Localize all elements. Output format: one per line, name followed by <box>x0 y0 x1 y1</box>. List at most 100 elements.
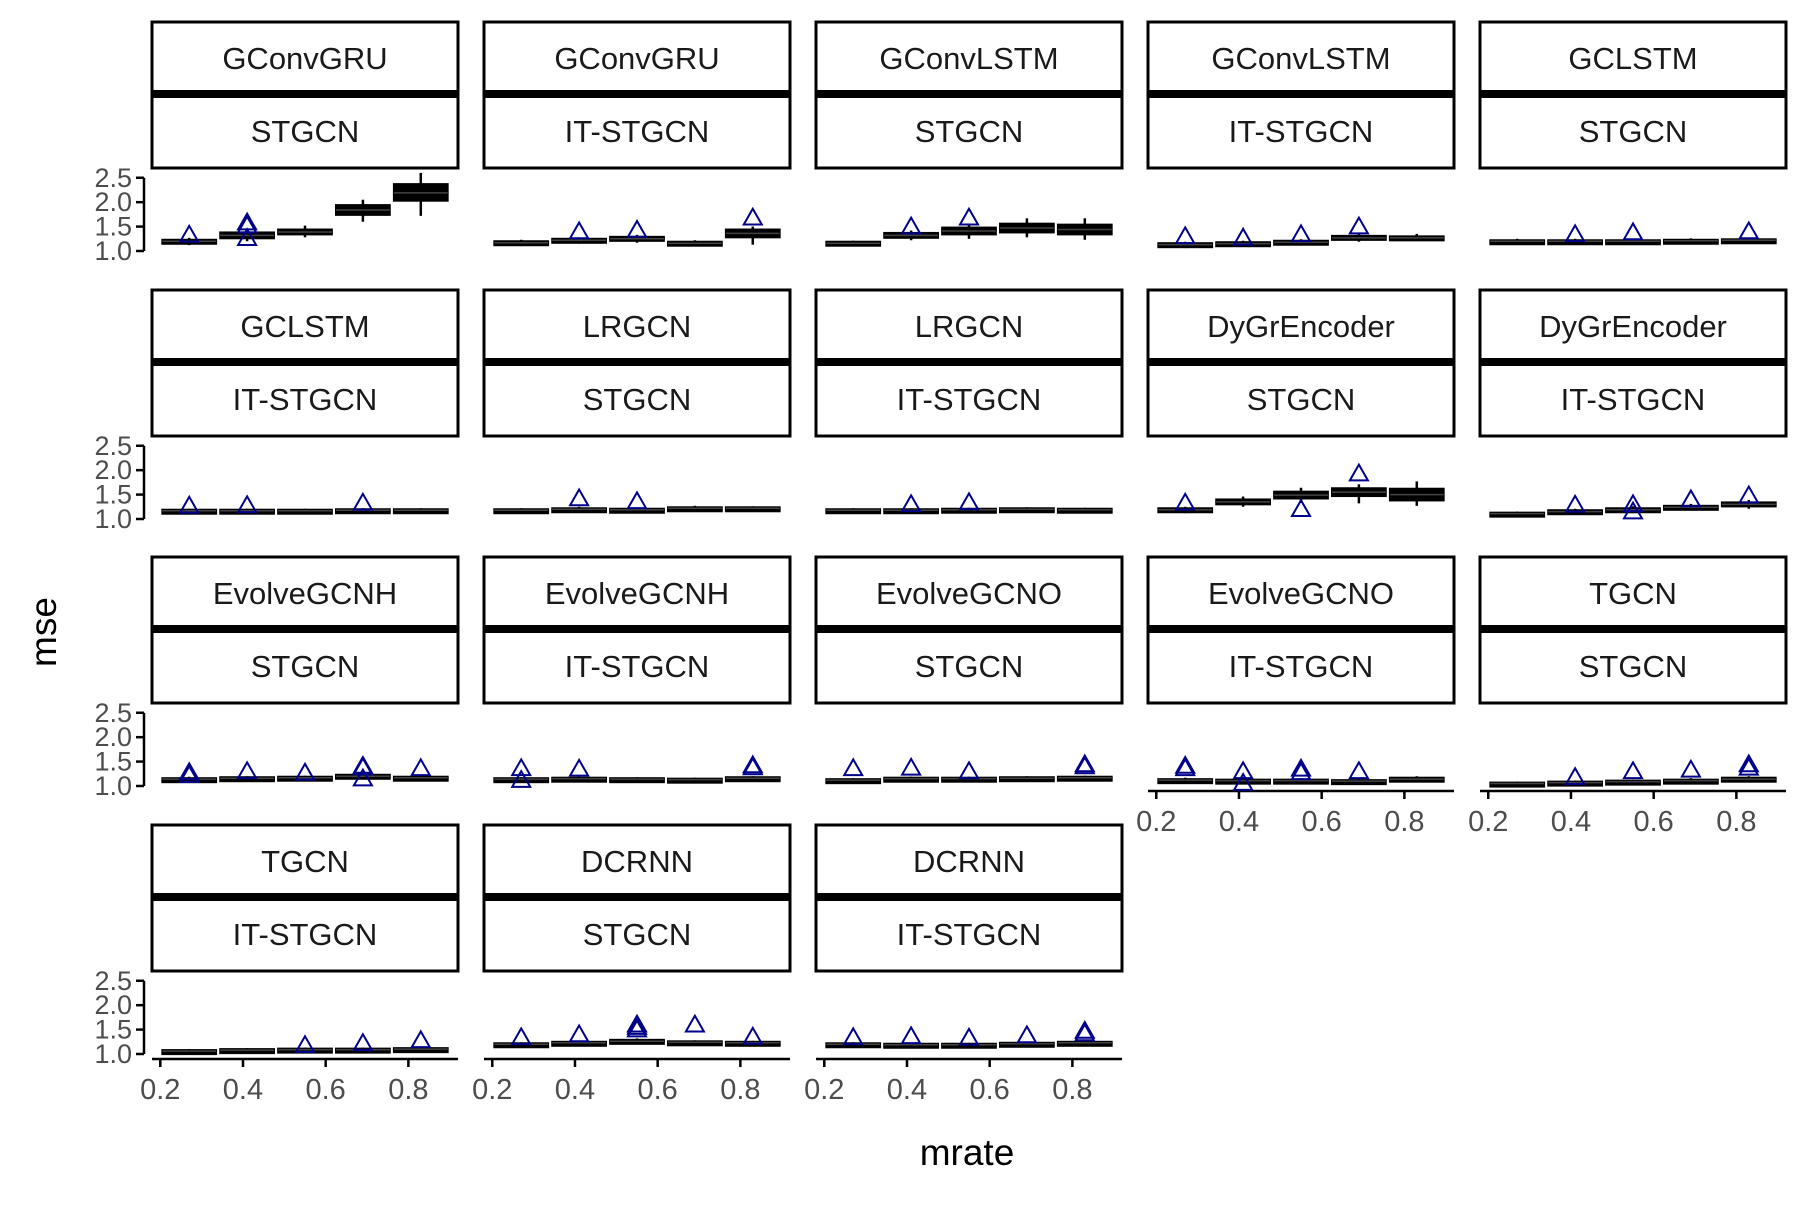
facet-label-method: STGCN <box>915 649 1024 684</box>
outlier-point <box>742 754 764 774</box>
facet-strip-model <box>1478 288 1788 364</box>
facet-label-model: DCRNN <box>581 844 693 879</box>
outlier-point <box>842 1026 864 1046</box>
y-tick-label: 1.0 <box>94 236 132 266</box>
x-tick-label: 0.6 <box>970 1074 1010 1106</box>
outlier-point <box>410 757 432 777</box>
box-body <box>999 507 1055 514</box>
y-tick-label: 1.0 <box>94 504 132 534</box>
x-tick-label: 0.8 <box>388 1074 428 1106</box>
outlier-point <box>900 756 922 776</box>
outlier-point <box>1564 493 1586 513</box>
outlier-point <box>900 1025 922 1045</box>
facet-label-model: GCLSTM <box>1568 41 1697 76</box>
outlier-point <box>1074 753 1096 773</box>
box-body <box>1056 775 1113 782</box>
outlier-point <box>568 220 590 240</box>
box-body <box>667 506 723 513</box>
outlier-point <box>510 757 532 777</box>
outlier-point <box>568 487 590 507</box>
outlier-point <box>352 1032 374 1052</box>
outlier-point <box>1174 757 1196 777</box>
box-body <box>277 508 333 515</box>
facet-label-method: STGCN <box>1579 114 1688 149</box>
facet-label-model: GConvGRU <box>222 41 387 76</box>
outlier-point <box>1680 758 1702 778</box>
outlier-point <box>958 1026 980 1046</box>
facet-strip-model <box>1478 555 1788 631</box>
outlier-point <box>1348 760 1370 780</box>
outlier-point <box>178 761 200 781</box>
x-tick-label: 0.4 <box>1219 806 1259 838</box>
outlier-point <box>1074 1020 1096 1039</box>
y-tick-label: 2.0 <box>94 990 132 1020</box>
facet-strip-method <box>150 627 460 705</box>
outlier-point <box>1622 493 1644 513</box>
outlier-point <box>236 227 258 247</box>
box-body <box>1605 239 1661 246</box>
outlier-point <box>1074 1022 1096 1042</box>
box-body <box>825 778 882 785</box>
facet-strip-method <box>814 360 1124 438</box>
outlier-point <box>626 1018 648 1038</box>
facet-label-model: GCLSTM <box>240 309 369 344</box>
x-tick-label: 0.8 <box>720 1074 760 1106</box>
facet-strip-method <box>1478 627 1788 705</box>
outlier-point <box>410 1029 432 1049</box>
outlier-point <box>1622 221 1644 241</box>
box-body <box>609 777 665 784</box>
facet-strip-method <box>150 92 460 170</box>
x-tick-label: 0.2 <box>140 1074 180 1106</box>
x-tick-label: 0.2 <box>1136 806 1176 838</box>
box-body <box>1157 778 1214 785</box>
x-tick-label: 0.6 <box>1302 806 1342 838</box>
facet-label-model: TGCN <box>1589 576 1677 611</box>
outlier-point <box>178 764 200 784</box>
x-tick-label: 0.2 <box>804 1074 844 1106</box>
x-tick-label: 0.8 <box>1384 806 1424 838</box>
facet-label-model: LRGCN <box>915 309 1024 344</box>
box-body <box>1663 778 1719 785</box>
facet-strip-method <box>150 895 460 973</box>
facet-label-model: GConvGRU <box>554 41 719 76</box>
facet-label-model: DyGrEncoder <box>1539 309 1727 344</box>
outlier-point <box>568 1023 590 1043</box>
facet-strip-method <box>1146 627 1456 705</box>
facet-label-model: TGCN <box>261 844 349 879</box>
x-tick-label: 0.4 <box>223 1074 263 1106</box>
outlier-point <box>568 757 590 777</box>
facet-label-method: STGCN <box>251 649 360 684</box>
outlier-point <box>178 223 200 243</box>
outlier-point <box>626 218 648 238</box>
outlier-point <box>510 769 532 788</box>
box-body <box>219 1048 275 1055</box>
box-body <box>667 777 723 784</box>
facet-strip-model <box>814 20 1124 96</box>
outlier-point <box>1232 760 1254 780</box>
outlier-point <box>178 494 200 514</box>
y-tick-label: 1.5 <box>94 1015 132 1045</box>
outlier-point <box>1564 223 1586 243</box>
box-body <box>161 1049 218 1056</box>
box-body <box>724 776 781 783</box>
outlier-point <box>1564 766 1586 785</box>
outlier-point <box>684 1013 706 1033</box>
outlier-point <box>352 491 374 511</box>
facet-label-model: DyGrEncoder <box>1207 309 1395 344</box>
facet-strip-model <box>814 288 1124 364</box>
box-body <box>1489 239 1546 246</box>
facet-label-method: IT-STGCN <box>233 917 378 952</box>
box-body <box>667 1040 723 1047</box>
facet-label-method: IT-STGCN <box>565 649 710 684</box>
outlier-point <box>294 761 316 781</box>
outlier-point <box>352 754 374 774</box>
outlier-point <box>1232 772 1254 791</box>
outlier-point <box>742 1025 764 1045</box>
facet-label-method: STGCN <box>583 382 692 417</box>
box-body <box>1215 778 1271 785</box>
box-body <box>392 775 449 782</box>
x-tick-label: 0.6 <box>1634 806 1674 838</box>
x-tick-label: 0.2 <box>472 1074 512 1106</box>
facet-strip-method <box>1146 92 1456 170</box>
